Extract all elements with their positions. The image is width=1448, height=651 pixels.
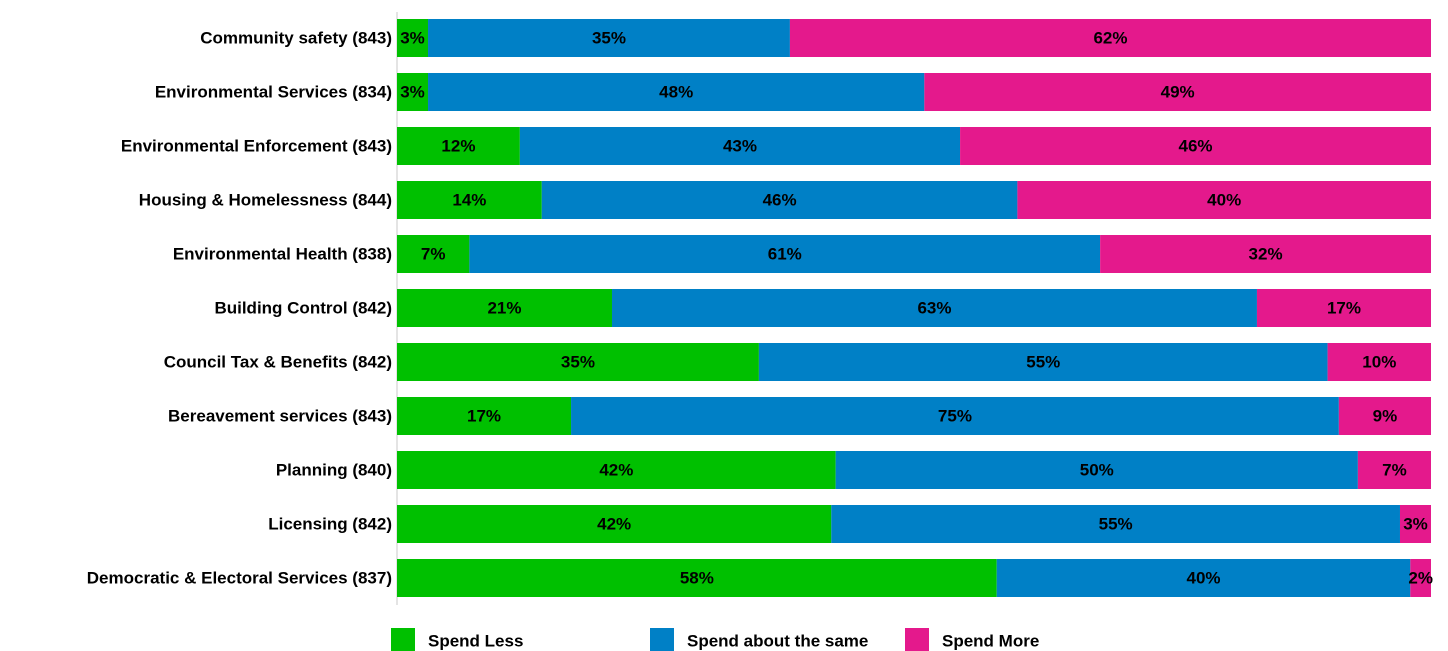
- bars-group: 3% 35% 62% 3% 48% 49% 12% 43% 46% 14% 46% 40% 7% 61% 3…: [397, 19, 1433, 597]
- data-label-spend-less-community-safety-843: 3%: [400, 29, 425, 48]
- bar-spend-less-council-tax-benefits-842: [397, 343, 759, 381]
- data-label-spend-about-the-same-housing-homelessness-844: 46%: [763, 191, 797, 210]
- legend-label-spend-about-the-same: Spend about the same: [687, 632, 868, 651]
- data-label-spend-less-council-tax-benefits-842: 35%: [561, 353, 595, 372]
- bar-spend-more-environmental-health-838: [1100, 235, 1431, 273]
- data-label-spend-less-environmental-health-838: 7%: [421, 245, 446, 264]
- data-label-spend-more-democratic-electoral-services-837: 2%: [1408, 569, 1433, 588]
- data-label-spend-more-council-tax-benefits-842: 10%: [1362, 353, 1396, 372]
- legend-label-spend-more: Spend More: [942, 632, 1039, 651]
- bar-spend-less-planning-840: [397, 451, 836, 489]
- bar-spend-more-licensing-842: [1399, 505, 1431, 543]
- legend-label-spend-less: Spend Less: [428, 632, 523, 651]
- data-label-spend-more-housing-homelessness-844: 40%: [1207, 191, 1241, 210]
- data-label-spend-about-the-same-building-control-842: 63%: [917, 299, 951, 318]
- data-label-spend-about-the-same-planning-840: 50%: [1080, 461, 1114, 480]
- bar-spend-more-planning-840: [1357, 451, 1431, 489]
- data-label-spend-more-bereavement-services-843: 9%: [1373, 407, 1398, 426]
- bar-spend-less-community-safety-843: [397, 19, 429, 57]
- bar-spend-more-environmental-enforcement-843: [960, 127, 1431, 165]
- bar-spend-more-housing-homelessness-844: [1017, 181, 1431, 219]
- bar-spend-more-environmental-services-834: [924, 73, 1431, 111]
- bar-spend-more-bereavement-services-843: [1338, 397, 1431, 435]
- data-label-spend-less-democratic-electoral-services-837: 58%: [680, 569, 714, 588]
- bar-spend-less-democratic-electoral-services-837: [397, 559, 997, 597]
- category-label-bereavement-services-843: Bereavement services (843): [168, 407, 392, 426]
- data-label-spend-more-environmental-services-834: 49%: [1161, 83, 1195, 102]
- category-label-council-tax-benefits-842: Council Tax & Benefits (842): [164, 353, 392, 372]
- data-label-spend-about-the-same-environmental-health-838: 61%: [768, 245, 802, 264]
- data-label-spend-less-licensing-842: 42%: [597, 515, 631, 534]
- bar-spend-less-bereavement-services-843: [397, 397, 572, 435]
- bar-spend-less-environmental-services-834: [397, 73, 429, 111]
- bar-spend-about-the-same-council-tax-benefits-842: [758, 343, 1328, 381]
- bar-spend-more-building-control-842: [1256, 289, 1431, 327]
- bar-spend-less-environmental-health-838: [397, 235, 470, 273]
- category-label-environmental-enforcement-843: Environmental Enforcement (843): [121, 137, 392, 156]
- data-label-spend-less-housing-homelessness-844: 14%: [452, 191, 486, 210]
- bar-spend-about-the-same-housing-homelessness-844: [541, 181, 1018, 219]
- data-label-spend-less-environmental-enforcement-843: 12%: [441, 137, 475, 156]
- bar-spend-more-democratic-electoral-services-837: [1410, 559, 1431, 597]
- category-label-community-safety-843: Community safety (843): [200, 29, 392, 48]
- category-label-democratic-electoral-services-837: Democratic & Electoral Services (837): [87, 569, 392, 588]
- data-label-spend-about-the-same-democratic-electoral-services-837: 40%: [1187, 569, 1221, 588]
- data-label-spend-about-the-same-environmental-enforcement-843: 43%: [723, 137, 757, 156]
- data-label-spend-about-the-same-community-safety-843: 35%: [592, 29, 626, 48]
- bar-spend-less-housing-homelessness-844: [397, 181, 542, 219]
- bar-spend-less-environmental-enforcement-843: [397, 127, 520, 165]
- data-label-spend-about-the-same-bereavement-services-843: 75%: [938, 407, 972, 426]
- bar-spend-about-the-same-environmental-enforcement-843: [519, 127, 961, 165]
- category-labels-group: Community safety (843) Environmental Serv…: [87, 29, 392, 588]
- bar-spend-about-the-same-community-safety-843: [428, 19, 790, 57]
- data-label-spend-less-environmental-services-834: 3%: [400, 83, 425, 102]
- bar-spend-about-the-same-environmental-health-838: [469, 235, 1101, 273]
- data-label-spend-about-the-same-council-tax-benefits-842: 55%: [1026, 353, 1060, 372]
- bar-spend-more-council-tax-benefits-842: [1327, 343, 1431, 381]
- data-label-spend-more-licensing-842: 3%: [1403, 515, 1428, 534]
- legend-swatch-spend-less: [391, 628, 415, 651]
- bar-spend-about-the-same-licensing-842: [831, 505, 1400, 543]
- data-label-spend-about-the-same-environmental-services-834: 48%: [659, 83, 693, 102]
- category-label-licensing-842: Licensing (842): [268, 515, 392, 534]
- bar-spend-about-the-same-democratic-electoral-services-837: [996, 559, 1411, 597]
- category-label-housing-homelessness-844: Housing & Homelessness (844): [139, 191, 392, 210]
- bar-spend-more-community-safety-843: [789, 19, 1431, 57]
- data-label-spend-more-environmental-health-838: 32%: [1249, 245, 1283, 264]
- data-label-spend-less-planning-840: 42%: [599, 461, 633, 480]
- bar-spend-about-the-same-environmental-services-834: [428, 73, 925, 111]
- legend: Spend Less Spend about the same Spend More: [391, 628, 1039, 651]
- category-label-planning-840: Planning (840): [276, 461, 392, 480]
- bar-spend-about-the-same-bereavement-services-843: [571, 397, 1339, 435]
- category-label-environmental-services-834: Environmental Services (834): [155, 83, 392, 102]
- bar-spend-about-the-same-building-control-842: [611, 289, 1257, 327]
- data-label-spend-more-environmental-enforcement-843: 46%: [1179, 137, 1213, 156]
- category-label-building-control-842: Building Control (842): [214, 299, 392, 318]
- data-label-spend-more-community-safety-843: 62%: [1093, 29, 1127, 48]
- bar-spend-about-the-same-planning-840: [835, 451, 1358, 489]
- legend-swatch-spend-more: [905, 628, 929, 651]
- data-label-spend-less-building-control-842: 21%: [487, 299, 521, 318]
- data-label-spend-more-planning-840: 7%: [1382, 461, 1407, 480]
- bar-spend-less-building-control-842: [397, 289, 612, 327]
- bar-spend-less-licensing-842: [397, 505, 832, 543]
- legend-swatch-spend-about-the-same: [650, 628, 674, 651]
- data-label-spend-about-the-same-licensing-842: 55%: [1099, 515, 1133, 534]
- data-label-spend-less-bereavement-services-843: 17%: [467, 407, 501, 426]
- data-label-spend-more-building-control-842: 17%: [1327, 299, 1361, 318]
- category-label-environmental-health-838: Environmental Health (838): [173, 245, 392, 264]
